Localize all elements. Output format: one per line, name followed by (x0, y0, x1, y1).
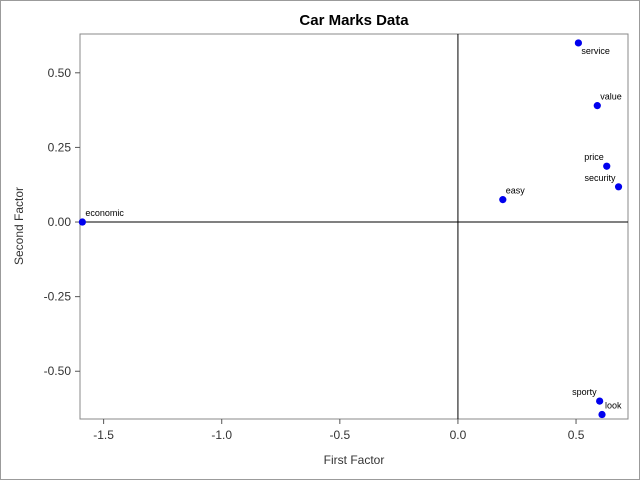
y-axis-label: Second Factor (12, 187, 26, 265)
point-label-security: security (585, 173, 617, 183)
y-tick-label: 0.25 (48, 140, 72, 154)
data-points: service value price security easy economic spo… (78, 39, 623, 419)
data-point-price (603, 162, 611, 170)
point-label-look: look (605, 401, 622, 411)
x-axis-label: First Factor (324, 453, 385, 467)
x-tick-label: -1.5 (93, 428, 114, 442)
plot-area (79, 33, 629, 420)
data-point-easy (499, 196, 507, 204)
x-axis: -1.5 -1.0 -0.5 0.0 0.5 (93, 419, 585, 442)
data-point-value (593, 102, 601, 110)
y-axis: -0.50 -0.25 0.00 0.25 0.50 (44, 66, 80, 378)
data-point-look (598, 410, 606, 419)
x-tick-label: -1.0 (211, 428, 232, 442)
x-tick-label: 0.5 (568, 428, 585, 442)
y-tick-label: 0.50 (48, 66, 72, 80)
data-point-service (574, 39, 582, 47)
point-label-sporty: sporty (572, 387, 597, 397)
x-tick-label: 0.0 (450, 428, 467, 442)
point-label-value: value (600, 92, 622, 102)
point-label-easy: easy (506, 186, 526, 196)
y-tick-label: -0.50 (44, 364, 72, 378)
data-point-security (614, 183, 623, 191)
point-label-service: service (581, 46, 610, 56)
reference-lines (80, 34, 628, 419)
y-tick-label: -0.25 (44, 290, 72, 304)
data-point-economic (78, 218, 86, 226)
chart-title: Car Marks Data (299, 12, 409, 29)
point-label-price: price (584, 152, 604, 162)
y-tick-label: 0.00 (48, 215, 72, 229)
data-point-sporty (596, 397, 604, 405)
point-label-economic: economic (85, 208, 124, 218)
x-tick-label: -0.5 (329, 428, 350, 442)
